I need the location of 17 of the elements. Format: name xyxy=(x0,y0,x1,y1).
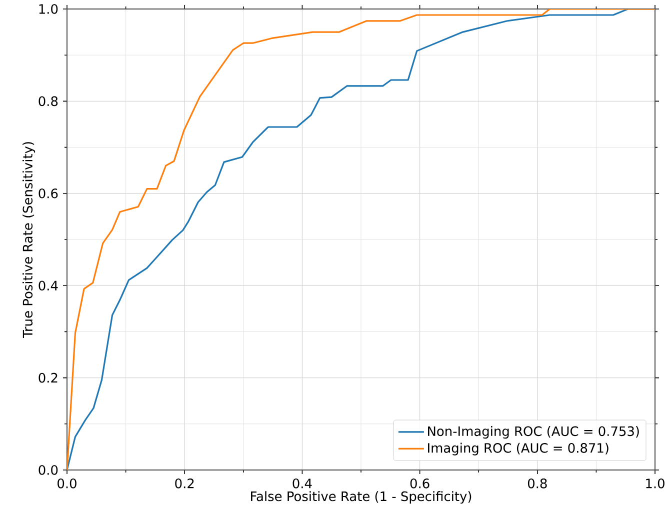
x-tick-label: 0.0 xyxy=(58,478,76,488)
y-tick-label: 0.0 xyxy=(38,465,58,475)
x-tick-label: 1.0 xyxy=(646,478,664,488)
x-axis-title: False Positive Rate (1 - Specificity) xyxy=(251,491,472,504)
y-tick-label: 1.0 xyxy=(39,4,58,14)
legend-label: Non-Imaging ROC (AUC = 0.753) xyxy=(428,426,639,439)
y-tick-label: 0.4 xyxy=(38,280,58,290)
x-tick-label: 0.4 xyxy=(292,478,312,488)
x-tick-label: 0.2 xyxy=(175,478,194,488)
y-tick-label: 0.6 xyxy=(38,188,58,198)
x-tick-label: 0.6 xyxy=(410,478,430,488)
line-series xyxy=(67,8,656,470)
y-tick-label: 0.8 xyxy=(38,96,58,106)
legend-label: Imaging ROC (AUC = 0.871) xyxy=(428,442,608,456)
y-axis-title: True Positive Rate (Sensitivity) xyxy=(22,142,36,338)
y-tick-label: 0.2 xyxy=(38,372,58,383)
x-tick-label: 0.8 xyxy=(528,478,547,488)
